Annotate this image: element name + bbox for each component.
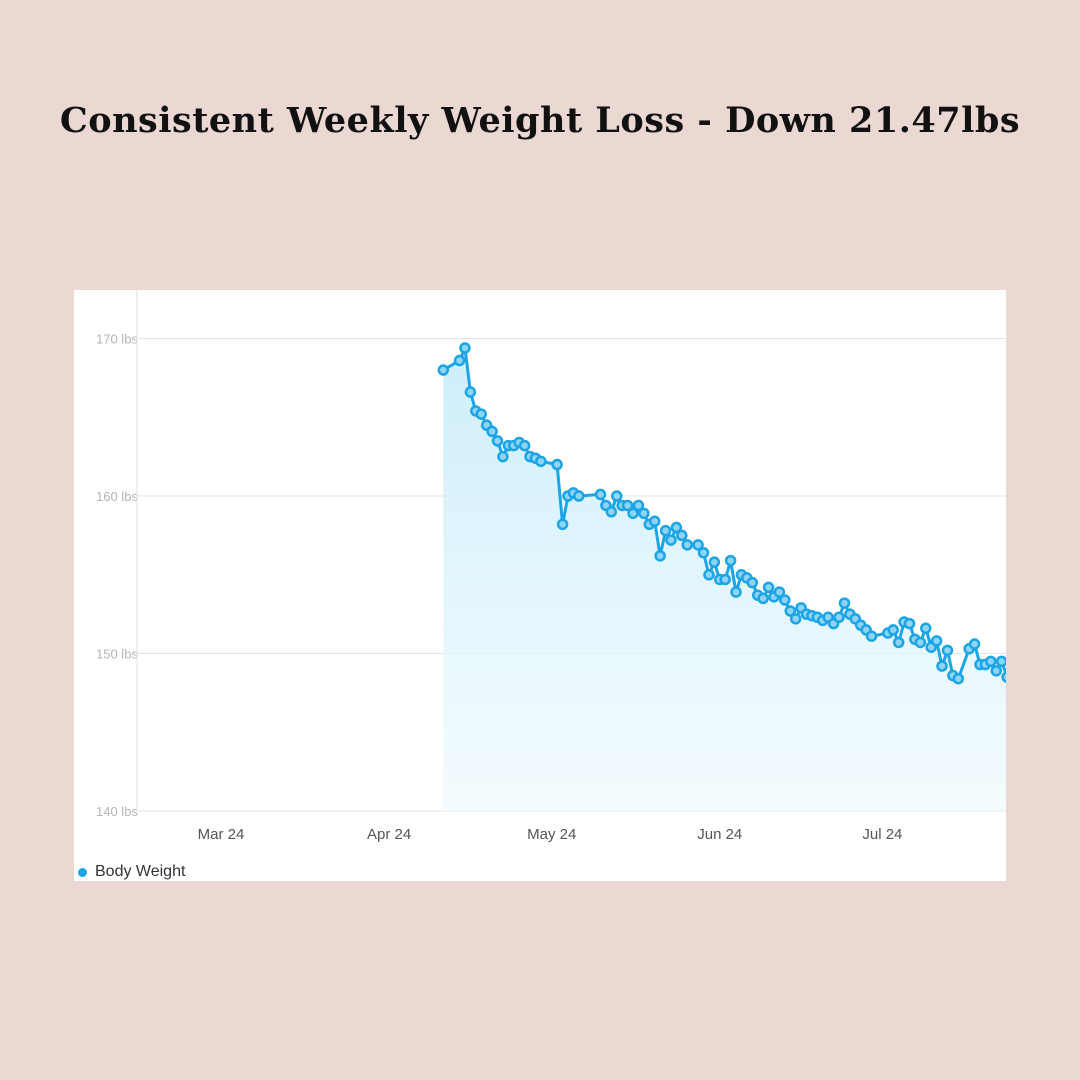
data-point [920, 622, 932, 635]
data-point [952, 672, 965, 685]
data-point [437, 364, 450, 376]
data-point [719, 573, 731, 586]
data-point [779, 594, 791, 606]
data-point [627, 507, 639, 520]
data-point [665, 534, 677, 546]
data-point [453, 354, 466, 367]
chart-card: 140 lbs 150 lbs 160 lbs 170 lbs Mar 24 Apr 24… [74, 290, 1006, 881]
data-point [887, 624, 899, 636]
data-point [697, 546, 710, 559]
data-point [936, 660, 948, 672]
data-point [654, 550, 666, 562]
page-title: Consistent Weekly Weight Loss - Down 21.… [59, 100, 1021, 141]
data-point [784, 605, 796, 617]
data-point [985, 655, 997, 668]
data-point [903, 617, 916, 630]
data-point [518, 439, 531, 452]
data-point [930, 635, 943, 647]
data-point [475, 408, 487, 420]
data-point [681, 539, 693, 551]
data-point [995, 655, 1006, 668]
data-point [556, 518, 569, 531]
data-point [670, 521, 683, 534]
y-tick-label: 170 lbs [96, 332, 138, 347]
legend-marker [78, 867, 87, 877]
data-point [692, 539, 704, 551]
data-point [746, 576, 759, 589]
data-point [789, 613, 802, 625]
x-tick-label: Apr 24 [367, 826, 411, 843]
data-point [497, 450, 509, 463]
data-point [941, 644, 954, 657]
data-point [535, 455, 547, 468]
y-tick-label: 160 lbs [96, 489, 138, 504]
data-point [757, 592, 769, 605]
data-point [676, 529, 688, 542]
data-point [573, 490, 585, 502]
data-point [659, 524, 672, 537]
data-point [491, 435, 504, 447]
data-point [611, 490, 623, 502]
data-point [464, 386, 477, 398]
x-tick-label: Mar 24 [198, 826, 245, 843]
data-point [708, 556, 721, 568]
y-tick-label: 150 lbs [96, 647, 138, 662]
data-point [621, 499, 634, 512]
data-point [838, 597, 851, 609]
data-point [551, 458, 563, 471]
x-tick-label: Jul 24 [862, 826, 902, 843]
data-point [703, 569, 715, 581]
data-point [762, 581, 775, 594]
data-point [459, 342, 471, 354]
data-point [605, 506, 618, 518]
data-point [648, 515, 661, 527]
x-tick-label: Jun 24 [697, 826, 742, 843]
data-point [914, 636, 927, 649]
data-point [1001, 671, 1006, 683]
data-point [833, 611, 845, 624]
legend-item-body-weight[interactable]: Body Weight [78, 863, 185, 881]
data-point [638, 507, 650, 520]
data-point [773, 586, 786, 598]
data-point [968, 638, 981, 650]
data-point [486, 425, 498, 438]
weight-chart: 140 lbs 150 lbs 160 lbs 170 lbs Mar 24 Apr 24… [96, 290, 1006, 843]
x-tick-label: May 24 [527, 826, 576, 843]
data-point [594, 488, 607, 501]
data-point [632, 499, 645, 512]
data-point [892, 636, 905, 649]
legend-label: Body Weight [95, 863, 186, 880]
data-point [865, 630, 878, 642]
data-point [990, 665, 1002, 677]
data-point [730, 586, 742, 598]
data-point [724, 554, 737, 567]
y-tick-label: 140 lbs [96, 804, 138, 819]
